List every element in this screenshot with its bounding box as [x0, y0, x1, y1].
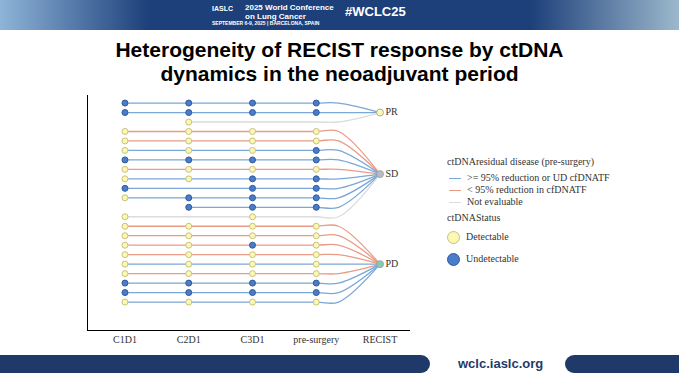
html-text:2025 World Conference on Lung: 2025 World Conference on Lung Cancer: [245, 3, 334, 21]
html-text:SEPTEMBER 6-9, 2025 | BARCELON: SEPTEMBER 6-9, 2025 | BARCELONA, SPAIN: [212, 20, 320, 26]
svg-text:PR: PR: [385, 106, 398, 117]
html-text:wclc.iaslc.org: wclc.iaslc.org: [458, 356, 544, 371]
html-text:#WCLC25: #WCLC25: [345, 4, 406, 19]
svg-text:C3D1: C3D1: [241, 334, 265, 345]
svg-text:RECIST: RECIST: [363, 334, 397, 345]
html-text:dynamics in the neoadjuvant pe: dynamics in the neoadjuvant period: [160, 62, 519, 85]
html-text:Undetectable: Undetectable: [466, 253, 519, 264]
svg-text:PD: PD: [385, 258, 398, 269]
html-text:ctDNAresidual disease (pre-sur: ctDNAresidual disease (pre-surgery): [447, 156, 594, 167]
svg-text:pre-surgery: pre-surgery: [293, 334, 339, 345]
html-text:IASLC: IASLC: [212, 5, 233, 12]
html-text:< 95% reduction in cfDNATF: < 95% reduction in cfDNATF: [467, 184, 587, 195]
html-text:Detectable: Detectable: [466, 231, 509, 242]
svg-text:C2D1: C2D1: [177, 334, 201, 345]
html-text:Not evaluable: Not evaluable: [467, 196, 523, 207]
svg-text:SD: SD: [385, 168, 398, 179]
html-text:Heterogeneity of RECIST respon: Heterogeneity of RECIST response by ctDN…: [115, 38, 564, 61]
html-text:ctDNAStatus: ctDNAStatus: [447, 212, 501, 223]
svg-text:C1D1: C1D1: [113, 334, 137, 345]
html-text:>= 95% reduction or UD cfDNATF: >= 95% reduction or UD cfDNATF: [467, 172, 610, 183]
